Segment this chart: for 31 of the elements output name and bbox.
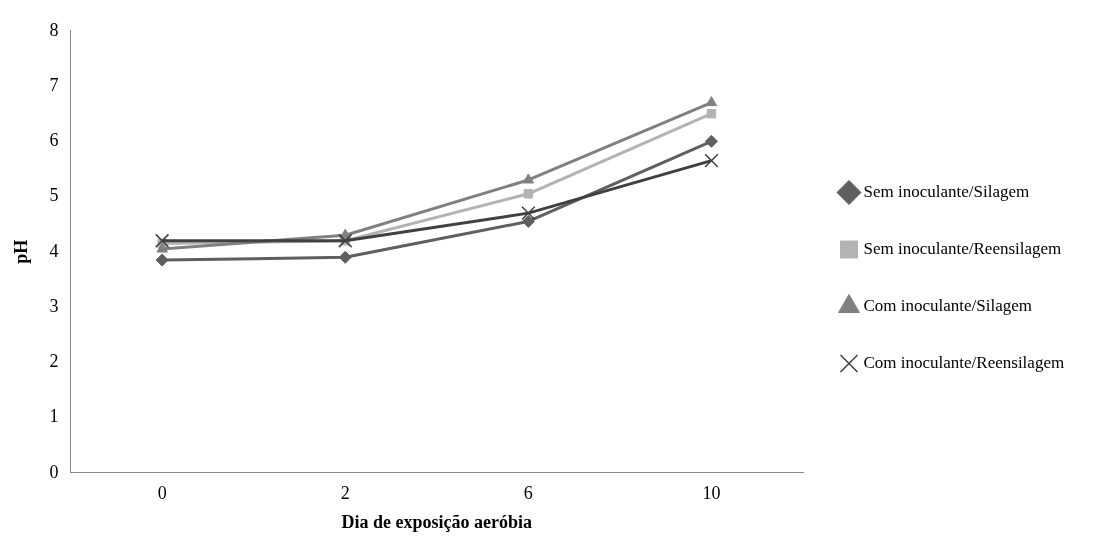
legend-label: Sem inoculante/Reensilagem bbox=[863, 238, 1062, 258]
x-tick-label: 10 bbox=[702, 483, 721, 504]
x-tick-label: 6 bbox=[523, 483, 533, 504]
point bbox=[338, 250, 352, 264]
y-tick-label: 1 bbox=[49, 406, 59, 427]
point bbox=[704, 134, 718, 148]
point bbox=[155, 253, 169, 267]
y-axis-title: pH bbox=[11, 239, 32, 264]
y-tick-label: 4 bbox=[49, 240, 59, 261]
x-tick-label: 2 bbox=[340, 483, 350, 504]
point bbox=[521, 206, 536, 221]
point bbox=[155, 233, 170, 248]
point bbox=[706, 108, 717, 119]
point bbox=[523, 189, 534, 199]
x-tick-label: 0 bbox=[157, 483, 167, 504]
legend-label: Com inoculante/Reensilagem bbox=[863, 352, 1065, 372]
point bbox=[521, 214, 535, 228]
x-axis-title: Dia de exposição aeróbia bbox=[341, 511, 533, 532]
y-tick-label: 8 bbox=[49, 19, 59, 40]
y-tick-label: 5 bbox=[49, 185, 59, 206]
y-tick-label: 3 bbox=[49, 295, 59, 316]
y-tick-label: 0 bbox=[49, 461, 59, 482]
legend-label: Sem inoculante/Silagem bbox=[863, 181, 1030, 201]
y-tick-label: 7 bbox=[49, 74, 59, 95]
legend-label: Com inoculante/Silagem bbox=[863, 295, 1033, 315]
point bbox=[156, 242, 168, 253]
point bbox=[705, 96, 718, 107]
y-tick-label: 2 bbox=[49, 351, 59, 372]
point bbox=[704, 153, 719, 168]
point bbox=[522, 173, 535, 184]
y-tick-label: 6 bbox=[49, 130, 59, 151]
